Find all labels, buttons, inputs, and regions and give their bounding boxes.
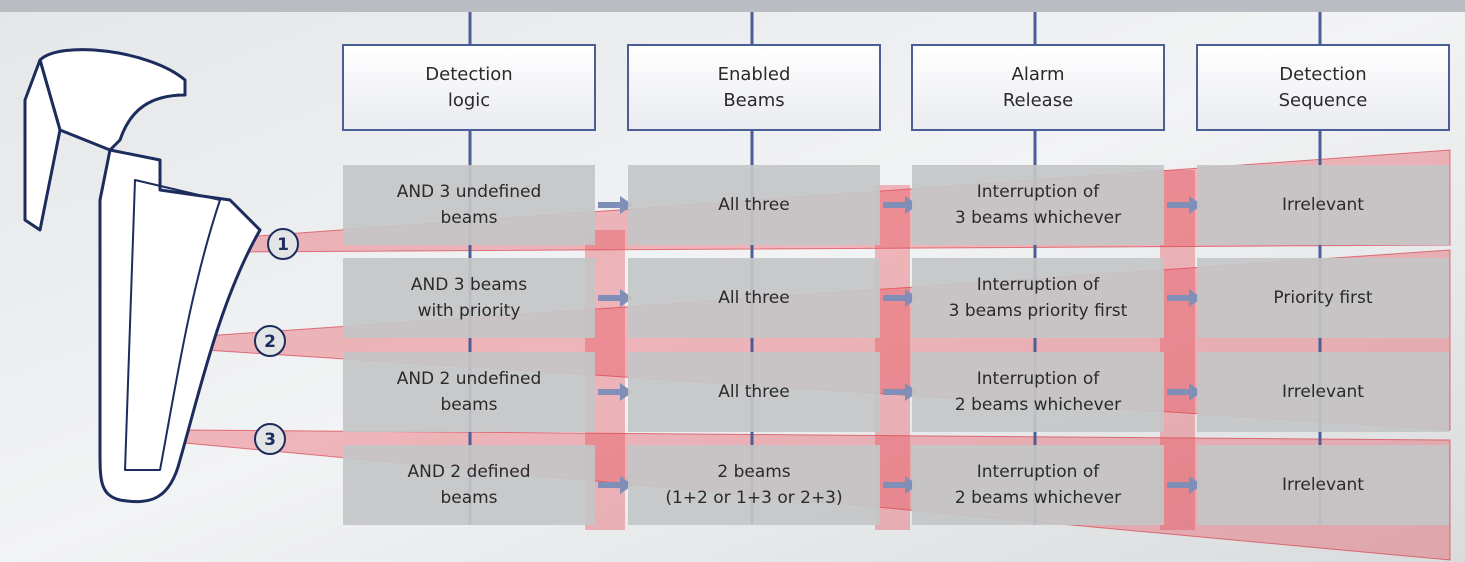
cell (343, 165, 595, 245)
label: AND 3 undefined (397, 182, 542, 202)
label: with priority (418, 301, 521, 321)
cell (628, 352, 880, 432)
label: (1+2 or 1+3 or 2+3) (665, 488, 842, 508)
content: Detection logic Enabled Beams Alarm Release De… (254, 44, 1450, 525)
label: logic (448, 90, 490, 111)
label: AND 3 beams (411, 275, 527, 295)
cell (628, 258, 880, 338)
label: Detection (1279, 64, 1366, 85)
header-box (342, 44, 596, 131)
label: 2 beams whichever (955, 395, 1121, 415)
cell (628, 165, 880, 245)
cell (343, 445, 595, 525)
arrow (598, 289, 633, 307)
arrow (1167, 383, 1202, 401)
cell (628, 445, 880, 525)
label: Detection (425, 64, 512, 85)
label: Sequence (1279, 90, 1368, 111)
label: 3 beams whichever (955, 208, 1121, 228)
label: Beams (723, 90, 784, 111)
cell (1197, 165, 1449, 245)
cell (912, 352, 1164, 432)
cell (912, 258, 1164, 338)
cell (343, 258, 595, 338)
label: Enabled (718, 64, 791, 85)
label: Irrelevant (1282, 475, 1364, 495)
header-box (627, 44, 881, 131)
label: 3 beams priority first (949, 301, 1128, 321)
label: Alarm (1012, 64, 1065, 85)
cell (343, 352, 595, 432)
label: All three (718, 382, 789, 402)
arrow (598, 196, 633, 214)
device (23, 48, 262, 504)
label: Irrelevant (1282, 195, 1364, 215)
cell (1197, 352, 1449, 432)
beam-number: 1 (277, 235, 289, 255)
label: 2 beams whichever (955, 488, 1121, 508)
cell (1197, 258, 1449, 338)
beam-marker (267, 228, 299, 260)
cell (1197, 445, 1449, 525)
header-box (911, 44, 1165, 131)
arrow (598, 383, 633, 401)
arrow (883, 476, 918, 494)
label: Priority first (1273, 288, 1372, 308)
arrow (883, 383, 918, 401)
arrow (883, 289, 918, 307)
arrow (1167, 476, 1202, 494)
beam-number: 2 (264, 332, 276, 352)
cell (912, 165, 1164, 245)
label: beams (440, 395, 497, 415)
label: 2 beams (717, 462, 790, 482)
label: All three (718, 288, 789, 308)
label: AND 2 undefined (397, 369, 542, 389)
beam-marker (254, 325, 286, 357)
cell (912, 445, 1164, 525)
label: All three (718, 195, 789, 215)
header-box (1196, 44, 1450, 131)
label: Irrelevant (1282, 382, 1364, 402)
arrow (598, 476, 633, 494)
label: beams (440, 488, 497, 508)
label: beams (440, 208, 497, 228)
label: Interruption of (977, 275, 1101, 295)
arrow (883, 196, 918, 214)
arrow (1167, 289, 1202, 307)
label: Release (1003, 90, 1073, 111)
top-bar (0, 0, 1465, 12)
label: Interruption of (977, 462, 1101, 482)
label: Interruption of (977, 182, 1101, 202)
label: AND 2 defined (407, 462, 530, 482)
arrow (1167, 196, 1202, 214)
beam-number: 3 (264, 430, 276, 450)
beam-marker (254, 423, 286, 455)
label: Interruption of (977, 369, 1101, 389)
